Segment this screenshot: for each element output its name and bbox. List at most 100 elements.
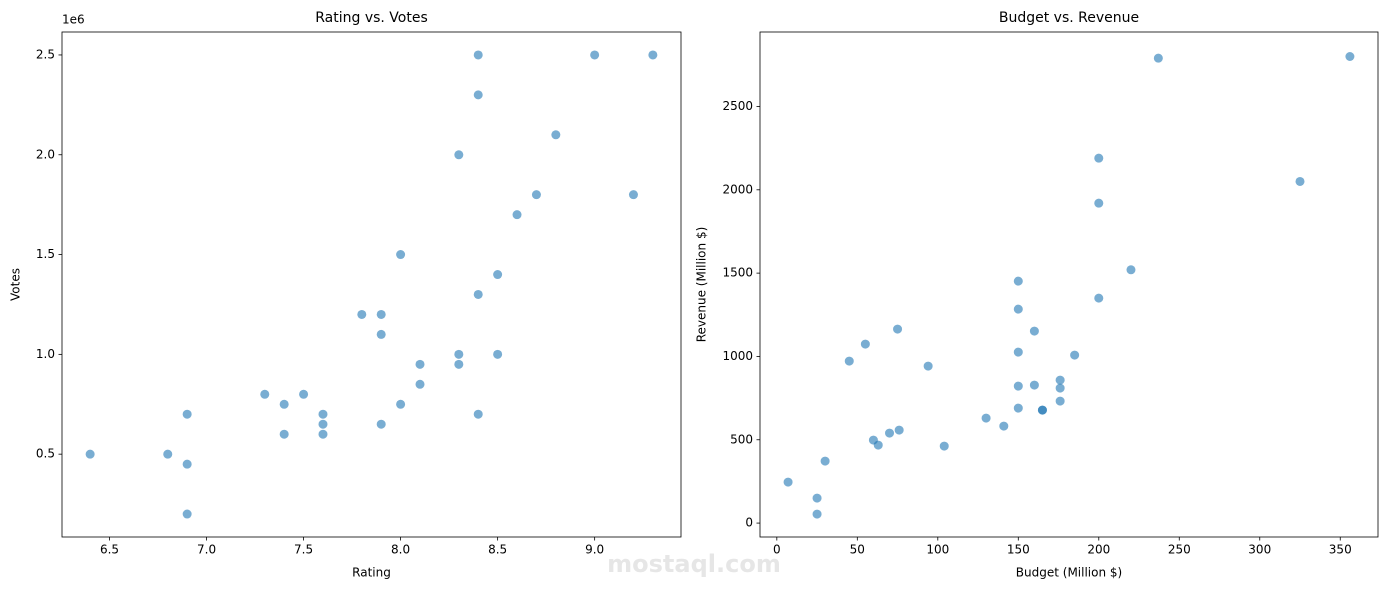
chart-title: Budget vs. Revenue [999, 10, 1139, 26]
point [376, 329, 386, 339]
point [1055, 396, 1065, 406]
point [1013, 276, 1023, 286]
point [1094, 293, 1104, 303]
point [1013, 304, 1023, 314]
point [454, 349, 464, 359]
y-tick-label: 2500 [722, 99, 753, 113]
point [1013, 347, 1023, 357]
point [1126, 265, 1136, 275]
point [1055, 383, 1065, 393]
x-tick-label: 8.0 [391, 543, 410, 557]
point [531, 190, 541, 200]
point [318, 429, 328, 439]
watermark: mostaql.com [607, 550, 781, 578]
x-tick-label: 100 [926, 543, 949, 557]
x-tick-label: 9.0 [585, 543, 604, 557]
point [873, 440, 883, 450]
point [182, 409, 192, 419]
point [893, 324, 903, 334]
point [493, 349, 503, 359]
point [1345, 51, 1355, 61]
point [551, 130, 561, 140]
point [473, 289, 483, 299]
y-tick-label: 1500 [722, 266, 753, 280]
point [376, 309, 386, 319]
point [415, 359, 425, 369]
point [820, 456, 830, 466]
point [318, 409, 328, 419]
y-axis-label: Votes [9, 268, 23, 301]
y-tick-label: 1000 [722, 349, 753, 363]
y-tick-label: 1.5 [36, 247, 55, 261]
point [999, 421, 1009, 431]
point [1295, 176, 1305, 186]
x-tick-label: 350 [1329, 543, 1352, 557]
y-tick-label: 0.5 [36, 447, 55, 461]
point [454, 359, 464, 369]
point [396, 399, 406, 409]
point [1013, 381, 1023, 391]
point [318, 419, 328, 429]
point [860, 339, 870, 349]
x-tick-label: 250 [1168, 543, 1191, 557]
point [260, 389, 270, 399]
point [812, 493, 822, 503]
point [628, 190, 638, 200]
point [923, 361, 933, 371]
y-tick-label: 2.0 [36, 147, 55, 161]
point [885, 428, 895, 438]
point [981, 413, 991, 423]
point [182, 459, 192, 469]
point [1070, 350, 1080, 360]
point [1094, 153, 1104, 163]
point [415, 379, 425, 389]
x-tick-label: 6.5 [100, 543, 119, 557]
point [1153, 53, 1163, 63]
point [812, 509, 822, 519]
point [1029, 326, 1039, 336]
x-tick-label: 0 [773, 543, 781, 557]
point [279, 399, 289, 409]
x-tick-label: 300 [1248, 543, 1271, 557]
x-tick-label: 150 [1007, 543, 1030, 557]
point [939, 441, 949, 451]
point [512, 210, 522, 220]
y-tick-label: 2000 [722, 182, 753, 196]
y-tick-label: 500 [730, 432, 753, 446]
point [1094, 198, 1104, 208]
point [590, 50, 600, 60]
y-tick-label: 2.5 [36, 47, 55, 61]
point [396, 250, 406, 260]
point [844, 356, 854, 366]
x-tick-label: 50 [850, 543, 865, 557]
point [493, 270, 503, 280]
point [1055, 375, 1065, 385]
x-tick-label: 7.0 [197, 543, 216, 557]
point [376, 419, 386, 429]
point [473, 90, 483, 100]
chart-title: Rating vs. Votes [315, 10, 428, 26]
x-axis-label: Budget (Million $) [1016, 566, 1122, 580]
x-axis-label: Rating [352, 566, 391, 580]
point [1037, 405, 1047, 415]
point [1029, 380, 1039, 390]
point [454, 150, 464, 160]
axes-frame [759, 31, 1379, 538]
point [473, 50, 483, 60]
x-tick-label: 8.5 [488, 543, 507, 557]
point [299, 389, 309, 399]
y-tick-label: 1.0 [36, 347, 55, 361]
point [473, 409, 483, 419]
point [783, 477, 793, 487]
offset-text: 1e6 [62, 13, 85, 27]
point [85, 449, 95, 459]
point [182, 509, 192, 519]
y-tick-label: 0 [745, 516, 753, 530]
point [163, 449, 173, 459]
point [1013, 403, 1023, 413]
y-axis-label: Revenue (Million $) [695, 227, 709, 343]
axes-frame [61, 31, 682, 538]
point [357, 309, 367, 319]
